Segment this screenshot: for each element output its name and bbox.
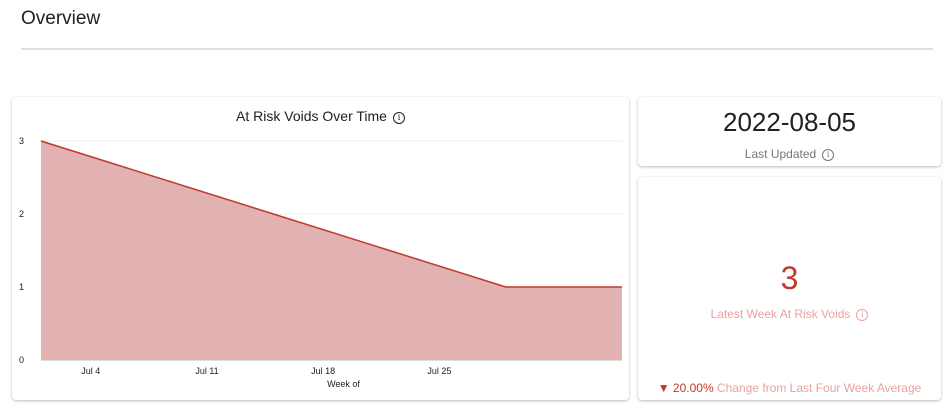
x-tick-label: Jul 25 xyxy=(427,366,451,376)
last-updated-label-row: Last Updated i xyxy=(638,147,941,161)
latest-week-card: 3 Latest Week At Risk Voids i ▼ 20.00% Ch… xyxy=(638,177,941,400)
info-icon[interactable]: i xyxy=(822,149,835,161)
info-icon[interactable]: i xyxy=(856,309,869,321)
series-line xyxy=(40,140,622,288)
down-arrow-icon: ▼ xyxy=(657,381,670,395)
x-axis-label: Week of xyxy=(327,379,360,389)
latest-week-label-row: Latest Week At Risk Voids i xyxy=(638,307,941,321)
chart-title-row: At Risk Voids Over Time i xyxy=(12,108,629,124)
change-percent: 20.00% xyxy=(672,381,714,395)
y-tick-label: 3 xyxy=(19,136,24,146)
change-summary: ▼ 20.00% Change from Last Four Week Aver… xyxy=(638,381,941,395)
y-tick-label: 0 xyxy=(19,355,24,365)
x-tick-label: Jul 11 xyxy=(195,366,218,376)
title-divider xyxy=(21,48,933,50)
chart-card: At Risk Voids Over Time i 0 1 2 3 Jul 4 Jul 11… xyxy=(12,97,629,400)
x-tick-label: Jul 4 xyxy=(81,366,100,376)
latest-week-value: 3 xyxy=(780,260,799,296)
y-tick-label: 1 xyxy=(19,282,24,292)
change-text: Change from Last Four Week Average xyxy=(716,381,922,395)
page-title: Overview xyxy=(21,8,101,29)
latest-week-label: Latest Week At Risk Voids xyxy=(710,307,851,321)
chart-title: At Risk Voids Over Time xyxy=(236,108,387,124)
y-tick-label: 2 xyxy=(19,209,24,219)
last-updated-card: 2022-08-05 Last Updated i xyxy=(638,97,941,166)
area-fill xyxy=(41,141,622,360)
info-icon[interactable]: i xyxy=(392,112,405,124)
last-updated-label: Last Updated xyxy=(744,147,817,161)
area-chart: 0 1 2 3 Jul 4 Jul 11 Jul 18 Jul 25 Week of xyxy=(19,136,622,389)
last-updated-date: 2022-08-05 xyxy=(723,107,856,137)
x-tick-label: Jul 18 xyxy=(311,366,335,376)
